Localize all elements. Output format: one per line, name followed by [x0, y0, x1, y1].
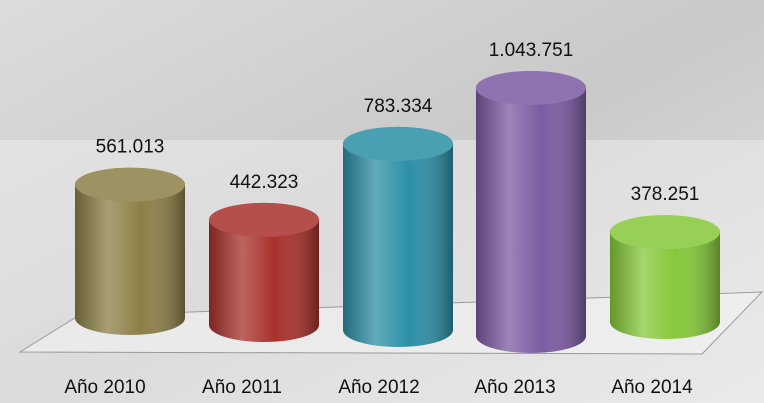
cylinder-shading — [75, 167, 185, 335]
cylinder-top-shading — [75, 167, 185, 202]
cylinder-shading — [476, 71, 586, 353]
x-tick-label: Año 2012 — [338, 377, 419, 398]
value-label: 378.251 — [631, 184, 700, 205]
cylinder-top-shading — [343, 126, 453, 161]
x-tick-label: Año 2013 — [474, 377, 555, 398]
value-label: 783.334 — [364, 96, 433, 117]
cylinder-shading — [343, 126, 453, 347]
value-label: 1.043.751 — [489, 40, 574, 61]
cylinder-top — [75, 167, 185, 202]
cylinder-top — [209, 202, 319, 237]
cylinder-top-shading — [209, 202, 319, 237]
cylinder-top — [610, 215, 720, 250]
cylinder-top — [476, 71, 586, 105]
cylinder-top — [343, 126, 453, 161]
cylinder-shading — [209, 202, 319, 342]
cylinder-top-shading — [610, 215, 720, 250]
x-tick-label: Año 2014 — [611, 377, 693, 398]
x-tick-label: Año 2011 — [202, 377, 282, 398]
value-label: 561.013 — [96, 137, 165, 158]
x-tick-label: Año 2010 — [64, 377, 145, 398]
cylinder-top-shading — [476, 71, 586, 105]
value-label: 442.323 — [230, 172, 299, 193]
